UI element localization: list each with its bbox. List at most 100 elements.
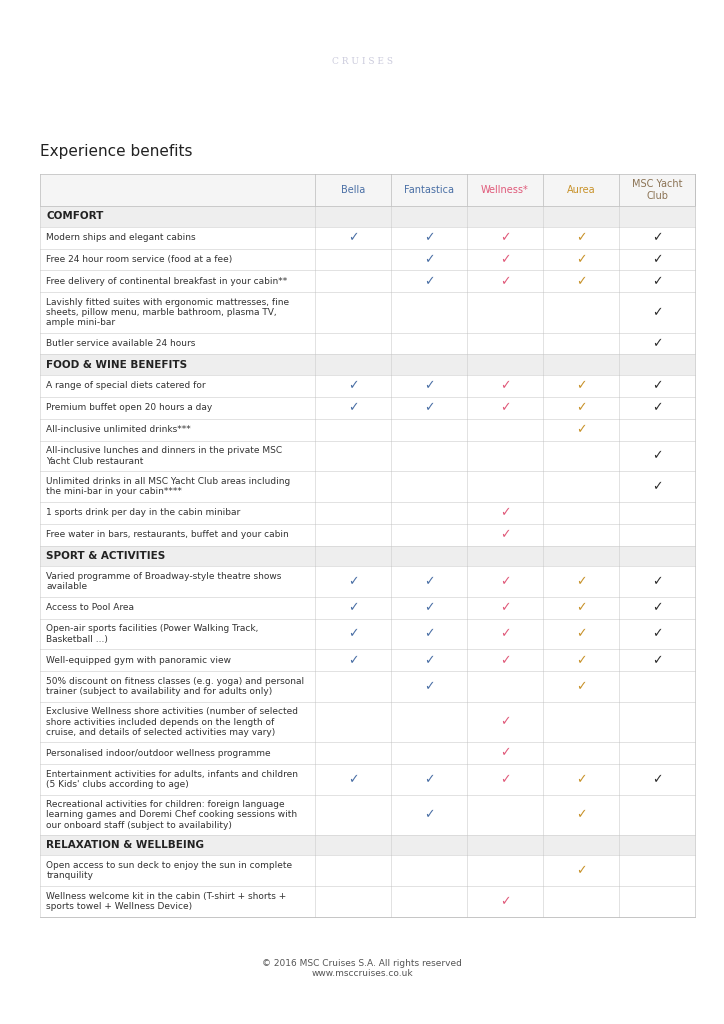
Bar — [40, 502, 695, 524]
Text: ✓: ✓ — [652, 601, 662, 614]
Text: SPORT & ACTIVITIES: SPORT & ACTIVITIES — [46, 551, 166, 561]
Text: 1 sports drink per day in the cabin minibar: 1 sports drink per day in the cabin mini… — [46, 508, 240, 517]
Text: Free 24 hour room service (food at a fee): Free 24 hour room service (food at a fee… — [46, 255, 232, 264]
Text: ✓: ✓ — [500, 746, 510, 760]
Text: 50% discount on fitness classes (e.g. yoga) and personal
trainer (subject to ava: 50% discount on fitness classes (e.g. yo… — [46, 677, 305, 696]
Text: ✓: ✓ — [652, 654, 662, 667]
Text: ✓: ✓ — [500, 575, 510, 588]
Text: ✓: ✓ — [652, 253, 662, 266]
Text: ✓: ✓ — [348, 231, 358, 244]
Text: MSC Yacht
Club: MSC Yacht Club — [632, 179, 682, 201]
Text: ✓: ✓ — [652, 306, 662, 318]
Bar — [40, 396, 695, 419]
Text: ✓: ✓ — [576, 231, 586, 244]
Bar — [40, 886, 695, 916]
Text: ✓: ✓ — [424, 654, 434, 667]
Bar — [40, 835, 695, 855]
Text: Wellness*: Wellness* — [481, 185, 529, 196]
Text: ✓: ✓ — [652, 274, 662, 288]
Text: © 2016 MSC Cruises S.A. All rights reserved
www.msccruises.co.uk: © 2016 MSC Cruises S.A. All rights reser… — [262, 959, 462, 978]
Text: ✓: ✓ — [500, 507, 510, 519]
Text: ✓: ✓ — [424, 253, 434, 266]
Text: ✓: ✓ — [576, 274, 586, 288]
Text: Lavishly fitted suites with ergonomic mattresses, fine
sheets, pillow menu, marb: Lavishly fitted suites with ergonomic ma… — [46, 298, 290, 328]
Bar — [40, 524, 695, 546]
Text: Experience benefits: Experience benefits — [40, 144, 193, 159]
Text: ✓: ✓ — [652, 480, 662, 494]
Text: ✓: ✓ — [424, 808, 434, 821]
Bar — [40, 597, 695, 618]
Text: ✓: ✓ — [424, 773, 434, 785]
Text: ✓: ✓ — [500, 528, 510, 542]
Text: ✓: ✓ — [424, 379, 434, 392]
Text: Butler service available 24 hours: Butler service available 24 hours — [46, 339, 195, 348]
Text: ✓: ✓ — [576, 379, 586, 392]
Text: ✓: ✓ — [652, 401, 662, 415]
Text: C R U I S E S: C R U I S E S — [332, 57, 392, 66]
Bar — [40, 333, 695, 354]
Text: ✓: ✓ — [652, 231, 662, 244]
Text: ✓: ✓ — [576, 864, 586, 878]
Text: ✓: ✓ — [576, 401, 586, 415]
Text: Personalised indoor/outdoor wellness programme: Personalised indoor/outdoor wellness pro… — [46, 749, 271, 758]
Text: Aurea: Aurea — [567, 185, 595, 196]
Text: All-inclusive unlimited drinks***: All-inclusive unlimited drinks*** — [46, 425, 191, 434]
Text: ✓: ✓ — [424, 401, 434, 415]
Text: ✓: ✓ — [500, 601, 510, 614]
Text: Access to Pool Area: Access to Pool Area — [46, 603, 135, 612]
Text: ✓: ✓ — [576, 423, 586, 436]
Text: ✓: ✓ — [576, 575, 586, 588]
Bar — [40, 249, 695, 270]
Text: ✓: ✓ — [424, 231, 434, 244]
Bar — [40, 702, 695, 742]
Text: ✓: ✓ — [348, 575, 358, 588]
Bar — [40, 566, 695, 597]
Text: ✓: ✓ — [500, 654, 510, 667]
Text: ✓: ✓ — [348, 379, 358, 392]
Text: Entertainment activities for adults, infants and children
(5 Kids' clubs accordi: Entertainment activities for adults, inf… — [46, 770, 298, 790]
Text: ✓: ✓ — [500, 401, 510, 415]
Text: Varied programme of Broadway-style theatre shows
available: Varied programme of Broadway-style theat… — [46, 571, 282, 591]
Bar — [40, 375, 695, 396]
Bar — [40, 206, 695, 226]
Text: Free delivery of continental breakfast in your cabin**: Free delivery of continental breakfast i… — [46, 276, 287, 286]
Text: ✶  MSC: ✶ MSC — [319, 20, 405, 42]
Text: ✓: ✓ — [576, 628, 586, 641]
Bar — [40, 672, 695, 702]
Text: RELAXATION & WELLBEING: RELAXATION & WELLBEING — [46, 840, 204, 850]
Bar — [40, 270, 695, 293]
Text: ✓: ✓ — [652, 337, 662, 350]
Text: ✓: ✓ — [424, 601, 434, 614]
Bar — [40, 226, 695, 249]
Bar — [40, 795, 695, 835]
Bar — [40, 354, 695, 375]
Text: A range of special diets catered for: A range of special diets catered for — [46, 381, 206, 390]
Text: Unlimited drinks in all MSC Yacht Club areas including
the mini-bar in your cabi: Unlimited drinks in all MSC Yacht Club a… — [46, 477, 290, 497]
Text: ✓: ✓ — [424, 628, 434, 641]
Text: ✓: ✓ — [576, 680, 586, 693]
Text: ✓: ✓ — [348, 773, 358, 785]
Bar — [40, 546, 695, 566]
Text: Exclusive Wellness shore activities (number of selected
shore activities include: Exclusive Wellness shore activities (num… — [46, 708, 298, 737]
Text: Recreational activities for children: foreign language
learning games and Doremi: Recreational activities for children: fo… — [46, 800, 298, 829]
Text: ✓: ✓ — [576, 808, 586, 821]
Text: ✓: ✓ — [348, 654, 358, 667]
Text: Premium buffet open 20 hours a day: Premium buffet open 20 hours a day — [46, 403, 213, 413]
Text: Open access to sun deck to enjoy the sun in complete
tranquility: Open access to sun deck to enjoy the sun… — [46, 861, 292, 881]
Text: All-inclusive lunches and dinners in the private MSC
Yacht Club restaurant: All-inclusive lunches and dinners in the… — [46, 446, 282, 466]
Text: ✓: ✓ — [652, 379, 662, 392]
Text: ✓: ✓ — [500, 628, 510, 641]
Text: ✓: ✓ — [500, 773, 510, 785]
Text: ✓: ✓ — [652, 773, 662, 785]
Text: Fantastica: Fantastica — [404, 185, 454, 196]
Text: ✓: ✓ — [500, 253, 510, 266]
Text: ✓: ✓ — [652, 450, 662, 463]
Bar — [40, 742, 695, 764]
Text: ✓: ✓ — [424, 680, 434, 693]
Text: ✓: ✓ — [500, 379, 510, 392]
Text: ✓: ✓ — [424, 575, 434, 588]
Text: Free water in bars, restaurants, buffet and your cabin: Free water in bars, restaurants, buffet … — [46, 530, 289, 540]
Bar — [40, 855, 695, 886]
Text: Wellness welcome kit in the cabin (T-shirt + shorts +
sports towel + Wellness De: Wellness welcome kit in the cabin (T-shi… — [46, 892, 287, 911]
Text: ✓: ✓ — [576, 773, 586, 785]
